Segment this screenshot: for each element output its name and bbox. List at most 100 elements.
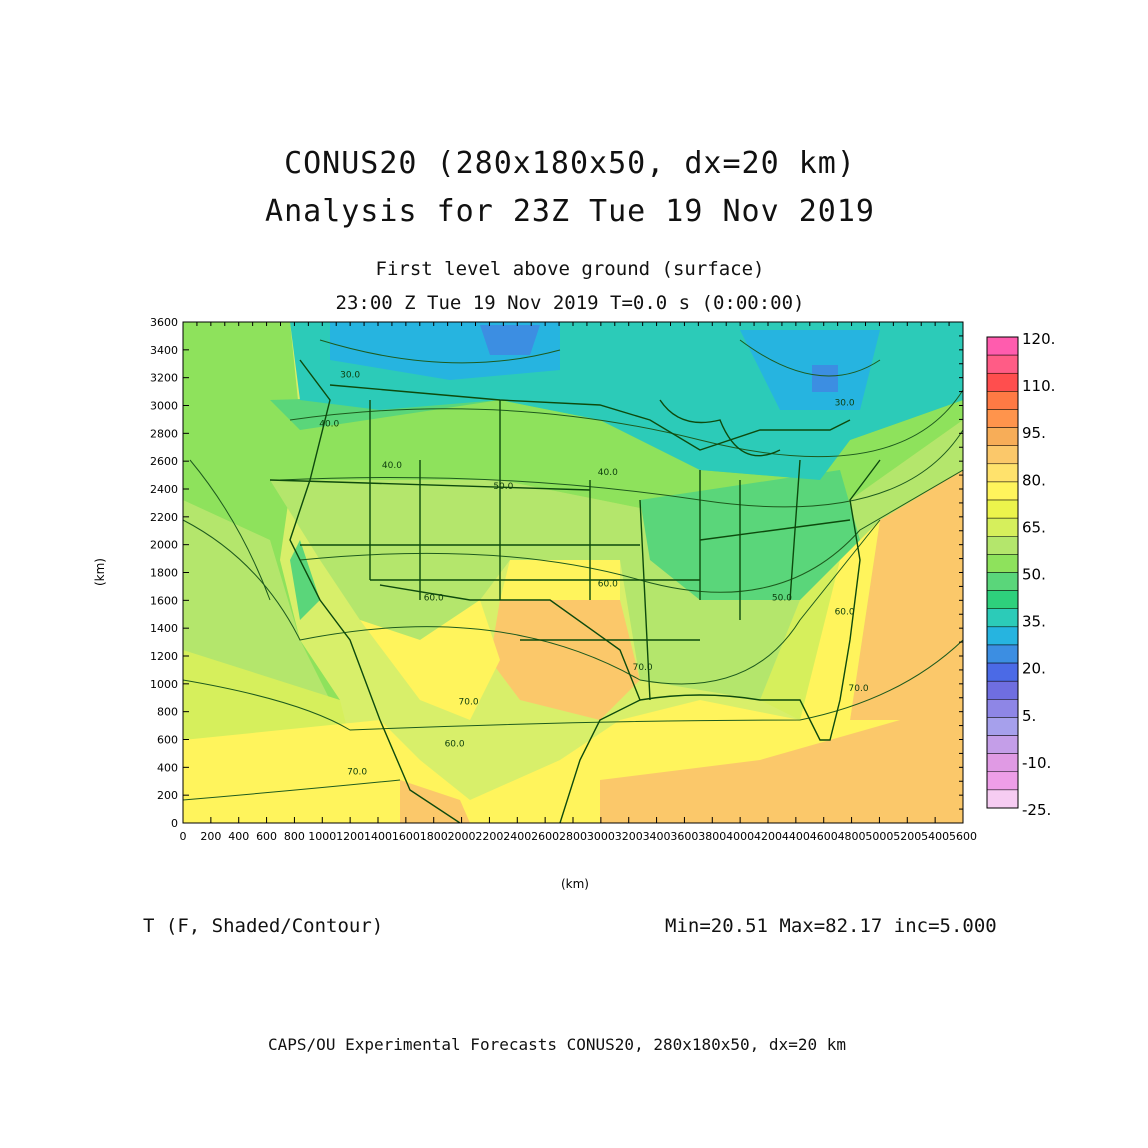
- contour-line: [183, 779, 401, 801]
- coastline-gulf-atlantic: [639, 459, 881, 741]
- colorbar-swatch: [986, 554, 1019, 573]
- border-canada: [329, 384, 851, 451]
- contour-label: 70.0: [347, 767, 367, 777]
- x-tick-label: 4200: [754, 830, 782, 843]
- contour-label: 30.0: [835, 399, 855, 409]
- colorbar-label: 65.: [1022, 518, 1046, 536]
- y-tick-label: 2200: [150, 511, 178, 524]
- color-scale-legend: 120. 110. 95. 80. 65. 50. 35. 20. 5. -10. -25.: [986, 330, 1055, 819]
- colorbar-label: -10.: [1022, 754, 1051, 772]
- colorbar-label: 35.: [1022, 613, 1046, 631]
- colorbar-label: 80.: [1022, 471, 1046, 489]
- x-axis-label: (km): [561, 877, 589, 891]
- colorbar-label: 20.: [1022, 660, 1046, 678]
- x-tick-label: 4800: [838, 830, 866, 843]
- x-tick-label: 2600: [531, 830, 559, 843]
- x-tick-label: 5200: [893, 830, 921, 843]
- x-tick-label: 5600: [949, 830, 977, 843]
- y-tick-label: 2400: [150, 483, 178, 496]
- field-baja-warm: [400, 780, 470, 823]
- great-lakes: [659, 399, 781, 457]
- x-tick-label: 4600: [810, 830, 838, 843]
- colorbar-swatch: [986, 735, 1019, 754]
- field-atlantic-warm: [850, 470, 963, 720]
- x-tick-label: 3600: [670, 830, 698, 843]
- contour-line: [183, 639, 963, 731]
- colorbar-swatch: [986, 499, 1019, 519]
- x-tick-label: 2000: [448, 830, 476, 843]
- border-mexico: [379, 584, 641, 823]
- colorbar-swatch: [986, 427, 1019, 446]
- colorbar-label: 50.: [1022, 566, 1046, 584]
- contour-label: 60.0: [424, 593, 444, 603]
- contour-label: 30.0: [340, 371, 360, 381]
- colorbar-swatch: [986, 409, 1019, 428]
- x-tick-label: 0: [180, 830, 187, 843]
- colorbar-swatch: [986, 336, 1019, 356]
- y-tick-label: 600: [157, 734, 178, 747]
- y-tick-label: 1400: [150, 622, 178, 635]
- x-tick-label: 1400: [364, 830, 392, 843]
- colorbar-swatch: [986, 463, 1019, 483]
- contour-lines: [183, 339, 963, 801]
- y-tick-label: 800: [157, 706, 178, 719]
- field-ohio-valley: [640, 470, 860, 600]
- contour-label: 40.0: [598, 468, 618, 478]
- y-axis-label: (km): [93, 558, 107, 586]
- contour-label: 40.0: [382, 461, 402, 471]
- field-texas-warm: [490, 600, 640, 720]
- state-borders-vertical: [369, 400, 801, 701]
- contour-label: 50.0: [772, 593, 792, 603]
- y-tick-label: 3200: [150, 372, 178, 385]
- colorbar-swatch: [986, 536, 1019, 555]
- temperature-field: [183, 322, 963, 823]
- colorbar-swatch: [986, 391, 1019, 410]
- colorbar-swatch: [986, 699, 1019, 718]
- subtitle-line-2: 23:00 Z Tue 19 Nov 2019 T=0.0 s (0:00:00…: [335, 292, 805, 314]
- field-quebec-cold: [740, 330, 880, 410]
- x-axis-ticks: 0 200 400 600 800 1000 1200 1400 1600 1800 2000 220…: [180, 322, 977, 843]
- contour-label: 70.0: [459, 698, 479, 708]
- footer-credit: CAPS/OU Experimental Forecasts CONUS20, …: [268, 1035, 846, 1054]
- x-tick-label: 3800: [698, 830, 726, 843]
- x-tick-label: 600: [256, 830, 277, 843]
- y-axis-ticks: 0 200 400 600 800 1000 1200 1400 1600 1800 2000 220…: [150, 316, 963, 830]
- colorbar-swatch: [986, 644, 1019, 664]
- x-tick-label: 800: [284, 830, 305, 843]
- contour-label: 50.0: [493, 482, 513, 492]
- colorbar-label: 5.: [1022, 707, 1036, 725]
- state-borders-horizontal: [269, 479, 851, 641]
- colorbar-label: -25.: [1022, 801, 1051, 819]
- x-tick-label: 200: [200, 830, 221, 843]
- contour-label: 70.0: [633, 663, 653, 673]
- colorbar-label: 110.: [1022, 377, 1055, 395]
- contour-line: [183, 519, 881, 685]
- y-tick-label: 200: [157, 789, 178, 802]
- colorbar-swatch: [986, 626, 1019, 646]
- colorbar-frame: [986, 336, 1019, 809]
- y-tick-label: 0: [171, 817, 178, 830]
- y-tick-label: 3400: [150, 344, 178, 357]
- x-tick-label: 1600: [392, 830, 420, 843]
- colorbar-swatch: [986, 590, 1019, 609]
- colorbar-swatch: [986, 662, 1019, 682]
- field-sierra: [290, 540, 320, 620]
- field-quebec-coldest: [812, 365, 838, 392]
- colorbar-swatch: [986, 680, 1019, 700]
- contour-line: [319, 339, 561, 364]
- colorbar-swatch: [986, 517, 1019, 537]
- colorbar-label: 95.: [1022, 424, 1046, 442]
- colorbar-swatch: [986, 753, 1019, 773]
- y-tick-label: 2000: [150, 539, 178, 552]
- y-tick-label: 3600: [150, 316, 178, 329]
- colorbar-swatch: [986, 572, 1019, 591]
- contour-line: [739, 339, 881, 377]
- contour-line: [289, 389, 963, 458]
- y-tick-label: 2600: [150, 455, 178, 468]
- x-tick-label: 5400: [921, 830, 949, 843]
- x-tick-label: 1000: [308, 830, 336, 843]
- y-tick-label: 400: [157, 761, 178, 774]
- x-tick-label: 2400: [503, 830, 531, 843]
- x-tick-label: 2800: [559, 830, 587, 843]
- x-tick-label: 1800: [420, 830, 448, 843]
